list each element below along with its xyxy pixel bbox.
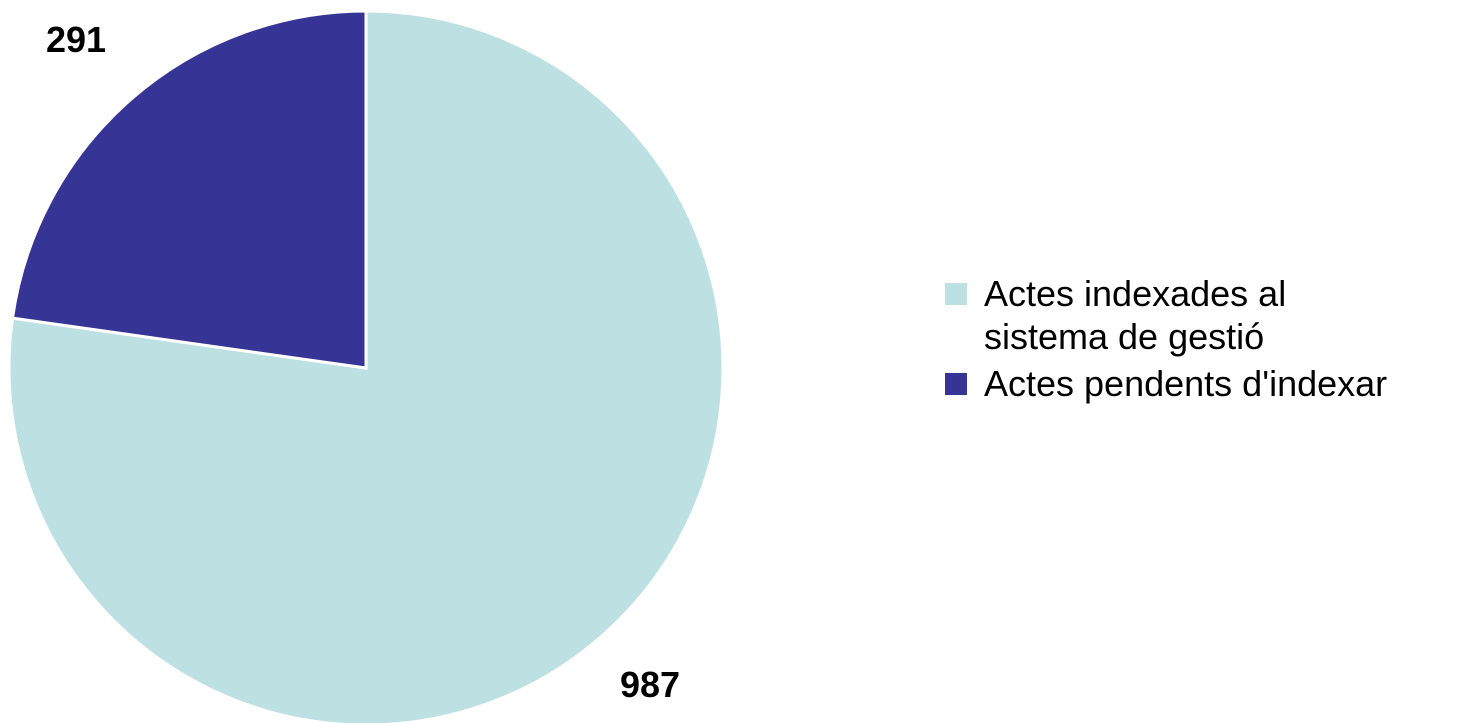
legend-item-pending: Actes pendents d'indexar	[945, 362, 1460, 405]
data-label-indexed: 987	[620, 664, 680, 705]
legend-item-indexed: Actes indexades al sistema de gestió	[945, 272, 1460, 358]
legend-swatch-indexed	[945, 283, 967, 305]
legend: Actes indexades al sistema de gestió Act…	[945, 272, 1460, 409]
legend-label-indexed: Actes indexades al sistema de gestió	[984, 273, 1287, 357]
pie-data-labels: 987 291	[46, 19, 680, 705]
legend-swatch-pending	[945, 373, 967, 395]
data-label-pending: 291	[46, 19, 106, 60]
legend-label-pending: Actes pendents d'indexar	[984, 363, 1388, 404]
pie-slice-pending	[10, 9, 368, 370]
pie-slices	[7, 9, 725, 723]
